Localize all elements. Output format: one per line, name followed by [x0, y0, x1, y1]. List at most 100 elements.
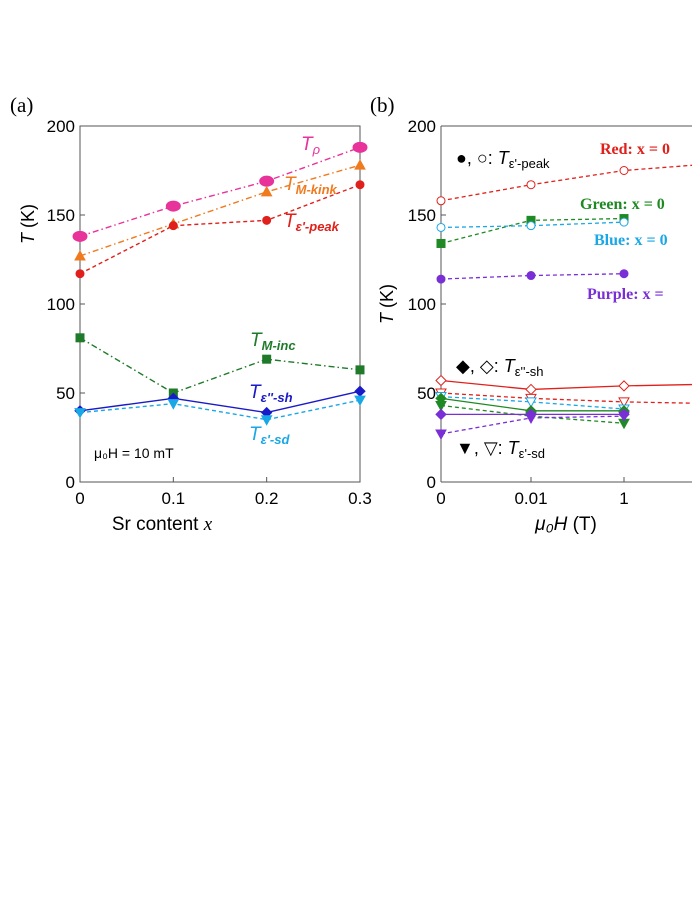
panel-b-point — [436, 238, 446, 248]
panel-a-point — [355, 180, 365, 190]
panel-a-series — [72, 141, 368, 426]
panel-a: (a) 0 50 100 150 200 0 0.1 0.2 0.3 T (K) Sr cont… — [10, 93, 372, 535]
panel-b-point — [435, 400, 447, 412]
panel-b-series-0 — [436, 164, 692, 206]
panel-a-point — [74, 249, 86, 261]
panel-b-point — [619, 217, 629, 227]
panel-b-series-3 — [436, 269, 629, 284]
panel-b-xtick-label: 0.01 — [514, 489, 547, 508]
panel-a-point — [168, 221, 178, 231]
group-label-red: Red: x = 0 — [600, 141, 670, 158]
panel-b-point — [618, 411, 630, 423]
panel-a-point — [72, 230, 88, 242]
legend-peak: ●, ○: Tε'-peak — [456, 148, 550, 171]
legend-sd: ▼, ▽: Tε'-sd — [456, 438, 545, 461]
panel-b-series — [435, 164, 692, 440]
panel-b-ytick-label: 0 — [427, 473, 436, 492]
group-label-purple: Purple: x = — [587, 286, 664, 303]
panel-a-point — [352, 141, 368, 153]
panel-a-series-line — [79, 390, 361, 414]
panel-b-axes: 0 50 100 150 200 0 0.01 1 — [408, 117, 629, 508]
panel-b-series-line — [440, 273, 625, 280]
panel-a-point — [75, 269, 85, 279]
panel-a-point — [74, 408, 86, 419]
panel-a-point — [260, 415, 273, 426]
panel-b-point — [525, 413, 537, 424]
legend-sh: ◆, ◇: Tε''-sh — [456, 356, 544, 379]
panel-b-point — [619, 166, 629, 175]
label-t-eps-peak: Tε'-peak — [284, 211, 340, 234]
panel-b-series-line — [440, 221, 625, 229]
panel-a-point — [262, 215, 272, 225]
panel-b-point — [618, 397, 630, 408]
panel-b-point — [436, 274, 446, 284]
panel-b-series-4 — [435, 374, 692, 396]
panel-b-series-2 — [436, 217, 629, 232]
panel-b-xlabel: μ₀H (T) — [534, 514, 597, 535]
panel-b-xtick-label: 0 — [436, 489, 445, 508]
panel-a-ytick-label: 0 — [66, 473, 75, 492]
panel-a-series-4 — [74, 385, 366, 419]
panel-a-point — [75, 333, 85, 343]
panel-b-ytick-label: 50 — [417, 384, 436, 403]
panel-b-series-line — [440, 379, 692, 391]
panel-a-ytick-label: 100 — [47, 295, 75, 314]
panel-b-series-line — [440, 395, 625, 410]
panel-a-series-line — [79, 184, 361, 275]
label-t-eps-sd: Tε'-sd — [249, 424, 290, 447]
panel-b-ytick-label: 150 — [408, 206, 436, 225]
panel-a-ytick-label: 50 — [56, 384, 75, 403]
panel-a-series-line — [79, 164, 361, 257]
panel-a-point — [165, 200, 181, 212]
panel-a-series-2 — [75, 180, 365, 279]
panel-a-series-1 — [74, 159, 366, 261]
label-t-m-inc: TM-inc — [250, 330, 296, 353]
panel-b-point — [618, 380, 630, 392]
panel-b-point — [525, 397, 537, 408]
label-t-eps-sh: Tε''-sh — [249, 382, 293, 405]
panel-b-point — [619, 269, 629, 279]
panel-a-series-line — [79, 399, 361, 421]
panel-a-ytick-label: 200 — [47, 117, 75, 136]
panel-a-xtick-label: 0 — [75, 489, 84, 508]
panel-a-point — [354, 395, 366, 407]
panel-b-xtick-label: 1 — [619, 489, 628, 508]
panel-a-point — [167, 399, 180, 410]
panel-b-point — [435, 374, 447, 387]
panel-b-ytick-label: 200 — [408, 117, 436, 136]
group-label-blue: Blue: x = 0 — [594, 232, 668, 249]
panel-a-label: (a) — [10, 93, 33, 117]
panel-b-point — [526, 271, 536, 281]
panel-a-point — [262, 354, 272, 364]
panel-a-point — [354, 159, 366, 170]
panel-a-series-5 — [74, 395, 366, 426]
panel-a-point — [355, 365, 365, 375]
panel-a-ytick-label: 150 — [47, 206, 75, 225]
panel-b-series-10 — [435, 411, 630, 440]
panel-b: (b) 0 50 100 150 200 0 0.01 1 T (K) μ₀H (T) ●, … — [370, 93, 692, 535]
panel-b-ytick-label: 100 — [408, 295, 436, 314]
label-t-rho: Tρ — [301, 134, 321, 157]
panel-b-point — [435, 429, 447, 440]
panel-b-point — [436, 222, 446, 232]
panel-a-series-3 — [75, 333, 365, 398]
panel-a-xtick-label: 0.3 — [348, 489, 372, 508]
panel-a-point — [259, 175, 275, 187]
panel-b-series-line — [440, 164, 692, 202]
panel-b-point — [436, 196, 446, 206]
panel-b-point — [435, 408, 447, 421]
panel-a-xtick-label: 0.1 — [162, 489, 186, 508]
panel-b-series-line — [440, 404, 625, 424]
panel-a-xlabel: Sr content x — [112, 514, 213, 535]
panel-a-ylabel: T (K) — [18, 204, 38, 244]
panel-b-series-line — [440, 392, 692, 404]
panel-a-xtick-label: 0.2 — [255, 489, 279, 508]
panel-a-series-line — [79, 146, 361, 238]
panel-a-plot-frame — [79, 125, 361, 483]
panel-a-field-annotation: μ₀H = 10 mT — [94, 445, 174, 461]
panel-a-axes: 0 50 100 150 200 0 0.1 0.2 0.3 — [47, 117, 372, 508]
panel-b-point — [525, 383, 537, 396]
panel-a-point — [354, 385, 366, 397]
